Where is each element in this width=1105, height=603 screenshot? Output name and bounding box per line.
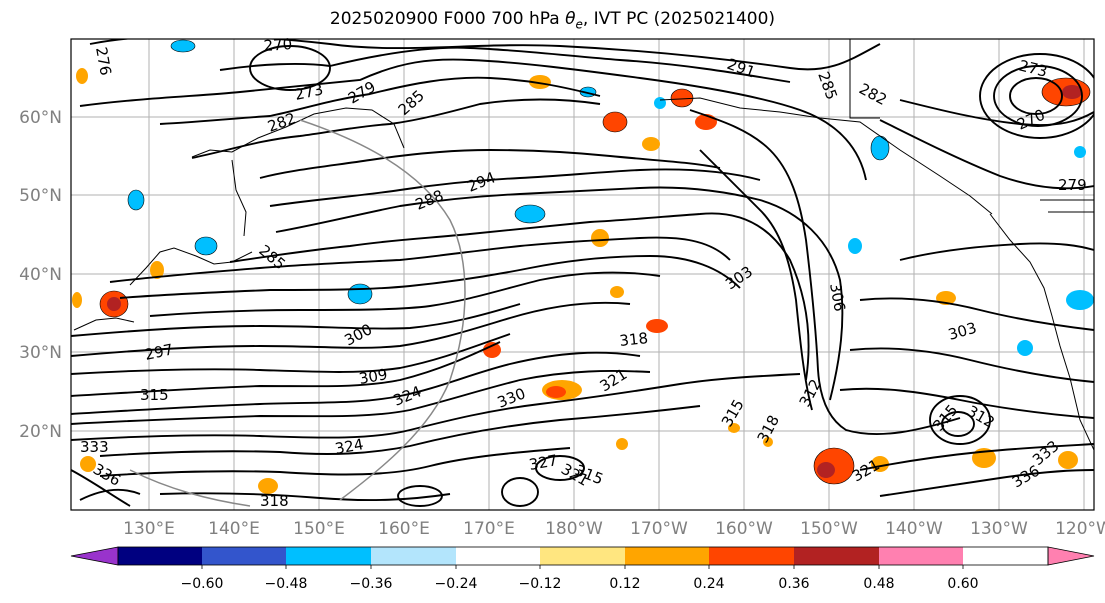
colorbar-tick-label: −0.24	[435, 576, 478, 592]
colorbar-segment	[625, 547, 709, 565]
colorbar-segment	[286, 547, 371, 565]
contour-label: 276	[92, 46, 115, 77]
colorbar-segment	[879, 547, 963, 565]
contour-label: 273	[293, 80, 325, 104]
colorbar-segment	[118, 547, 202, 565]
colorbar-segment	[540, 547, 625, 565]
lon-label: 140°E	[208, 519, 260, 539]
lat-label: 60°N	[19, 108, 62, 128]
lon-label: 140°W	[885, 519, 943, 539]
colorbar-segment	[709, 547, 794, 565]
colorbar-outline	[117, 546, 1049, 566]
longitude-axis: 130°E 140°E 150°E 160°E 170°E 180°W 170°…	[123, 519, 1105, 539]
contour-label: 327	[528, 451, 559, 474]
lat-label: 30°N	[19, 343, 62, 363]
ivt-anomaly-patches	[72, 39, 1094, 494]
colorbar-segment	[371, 547, 456, 565]
lon-label: 170°W	[630, 519, 688, 539]
contour-label: 324	[334, 435, 365, 458]
lon-label: 150°W	[800, 519, 858, 539]
contour-label: 333	[80, 438, 109, 456]
colorbar-tick-label: −0.60	[181, 576, 224, 592]
reference-circle	[129, 119, 466, 507]
lon-label: 150°E	[293, 519, 345, 539]
colorbar-extend-high	[1047, 546, 1095, 566]
colorbar-segment	[202, 547, 286, 565]
lon-label: 180°W	[545, 519, 603, 539]
colorbar-tick-label: −0.12	[519, 576, 562, 592]
colorbar-tick-label: 0.48	[863, 576, 894, 592]
colorbar-tick-label: 0.24	[693, 576, 724, 592]
contour-label: 315	[140, 386, 169, 404]
lon-label: 160°W	[715, 519, 773, 539]
colorbar-segment	[456, 547, 540, 565]
colorbar-tick-label: 0.12	[609, 576, 640, 592]
colorbar-segment	[794, 547, 879, 565]
lat-label: 20°N	[19, 422, 62, 442]
contour-label: 306	[826, 282, 849, 313]
latitude-axis: 60°N 50°N 40°N 30°N 20°N	[19, 108, 62, 442]
contour-label: 279	[1058, 176, 1087, 194]
colorbar-tick-label: −0.48	[265, 576, 308, 592]
lon-label: 120°W	[1055, 519, 1105, 539]
lat-label: 50°N	[19, 186, 62, 206]
contour-label: 318	[260, 492, 289, 510]
contour-label: 297	[143, 340, 175, 364]
colorbar-extend-low	[70, 546, 119, 566]
map-title: 2025020900 F000 700 hPa θe, IVT PC (2025…	[329, 9, 776, 32]
colorbar-tick-label: 0.60	[947, 576, 978, 592]
map-panel	[70, 38, 1095, 511]
colorbar-tick-label: 0.36	[778, 576, 809, 592]
contour-label: 309	[358, 365, 389, 388]
lon-label: 160°E	[378, 519, 430, 539]
lon-label: 170°E	[463, 519, 515, 539]
lat-label: 40°N	[19, 265, 62, 285]
lon-label: 130°W	[970, 519, 1028, 539]
contour-label: 270	[263, 35, 293, 55]
theta-e-contours	[71, 39, 1094, 507]
lon-label: 130°E	[123, 519, 175, 539]
colorbar: −0.60 −0.48 −0.36 −0.24 −0.12 0.12 0.24 0.36 0.4…	[70, 546, 1095, 592]
contour-label: 318	[619, 329, 649, 350]
colorbar-tick-label: −0.36	[350, 576, 393, 592]
